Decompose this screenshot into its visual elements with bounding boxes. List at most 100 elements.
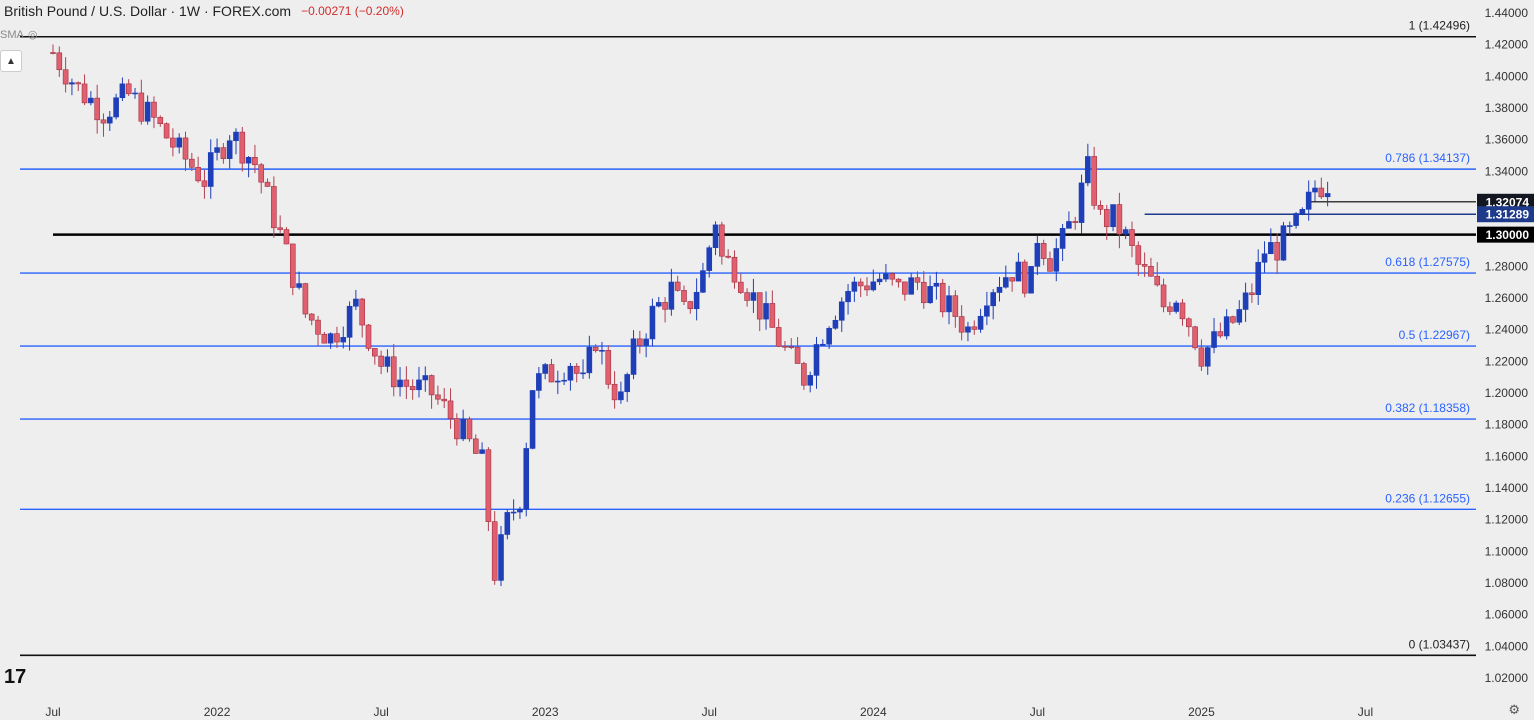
x-tick-label: Jul (1358, 705, 1373, 719)
candle-body (504, 512, 511, 535)
candle-body (744, 292, 750, 301)
candle-body (857, 281, 864, 287)
candle-body (1116, 204, 1123, 235)
candle-body (397, 379, 403, 388)
candle-body (81, 83, 88, 104)
x-tick-label: Jul (1030, 705, 1045, 719)
candle-body (889, 273, 896, 280)
candle-body (952, 295, 959, 317)
candle-body (454, 418, 460, 440)
candle-body (498, 534, 504, 581)
candle-body (1242, 292, 1249, 310)
candle-body (378, 355, 384, 367)
candle-body (106, 116, 113, 124)
candle-body (252, 157, 258, 166)
candle-body (1047, 258, 1053, 272)
candle-body (315, 319, 321, 335)
candle-body (1148, 266, 1154, 277)
candle-body (756, 292, 763, 320)
candle-body (769, 303, 776, 328)
candle-body (1015, 261, 1022, 282)
chevron-up-icon: ▲ (6, 55, 16, 67)
y-tick-label: 1.20000 (1485, 386, 1529, 400)
price-tag-box (1477, 193, 1534, 210)
candle-body (271, 186, 277, 229)
candle-body (1097, 205, 1104, 210)
y-axis: 1.44000 1.42000 1.40000 1.38000 1.36000 1.340… (1485, 6, 1529, 685)
candle-body (283, 229, 290, 245)
candle-body (668, 281, 675, 310)
candle-body (1040, 242, 1047, 259)
candle-body (700, 270, 706, 293)
candle-body (485, 449, 492, 522)
candle-body (1053, 248, 1060, 272)
candle-body (403, 379, 410, 387)
candle-body (1091, 156, 1097, 206)
y-tick-label: 1.06000 (1485, 608, 1529, 622)
price-tag-label: 1.30000 (1486, 228, 1530, 242)
candle-body (151, 101, 157, 118)
candle-body (220, 147, 227, 159)
candle-body (245, 157, 252, 164)
settings-icon[interactable]: ⚙ (1508, 702, 1520, 717)
candle-body (170, 137, 176, 148)
candle-body (788, 346, 795, 348)
candle-body (1293, 213, 1299, 226)
candle-body (1318, 187, 1325, 198)
candle-body (157, 117, 164, 124)
eye-icon[interactable]: ◎ (27, 29, 38, 41)
candle-body (914, 277, 921, 283)
y-tick-label: 1.16000 (1485, 449, 1529, 463)
candle-body (599, 349, 605, 352)
candle-body (662, 302, 668, 310)
candle-body (327, 333, 334, 344)
price-change: −0.00271 (−0.20%) (301, 4, 404, 18)
candle-body (1085, 156, 1091, 184)
candle-body (554, 380, 561, 383)
y-tick-label: 1.44000 (1485, 6, 1529, 20)
candle-body (472, 438, 479, 454)
candle-body (902, 281, 908, 295)
candle-body (908, 277, 914, 295)
y-tick-label: 1.42000 (1485, 38, 1529, 52)
candle-body (201, 180, 208, 187)
candle-body (580, 372, 586, 375)
candle-body (346, 305, 353, 338)
y-tick-label: 1.12000 (1485, 513, 1529, 527)
candle-body (624, 374, 631, 393)
candle-body (775, 327, 782, 347)
candle-body (845, 291, 851, 303)
candle-body (56, 52, 63, 71)
candle-body (864, 285, 870, 291)
candle-body (851, 281, 858, 292)
candle-body (100, 119, 107, 124)
candle-body (977, 315, 984, 330)
candle-body (334, 333, 340, 343)
candle-body (365, 324, 372, 349)
candle-body (233, 131, 239, 142)
candle-body (182, 137, 189, 160)
fib-label: 0 (1.03437) (1409, 637, 1470, 651)
candle-body (302, 283, 309, 315)
candle-body (409, 386, 416, 391)
x-tick-label: 2023 (532, 705, 559, 719)
candle-body (984, 305, 990, 317)
candle-body (239, 131, 246, 164)
candle-body (510, 511, 517, 514)
candle-body (416, 379, 422, 391)
fib-label: 0.786 (1.34137) (1385, 151, 1470, 165)
candle-body (321, 333, 328, 344)
candle-body (1217, 331, 1224, 337)
candle-body (441, 398, 448, 402)
candle-body (592, 346, 599, 351)
candle-body (1135, 245, 1142, 265)
indicator-legend[interactable]: SMA ◎ (0, 28, 38, 42)
candle-body (1223, 316, 1230, 337)
candle-body (807, 375, 814, 386)
candle-body (1179, 302, 1186, 320)
symbol-title[interactable]: British Pound / U.S. Dollar · 1W · FOREX… (4, 3, 292, 19)
collapse-legend-button[interactable]: ▲ (0, 50, 22, 72)
candle-body (264, 181, 271, 187)
x-tick-label: Jul (373, 705, 388, 719)
